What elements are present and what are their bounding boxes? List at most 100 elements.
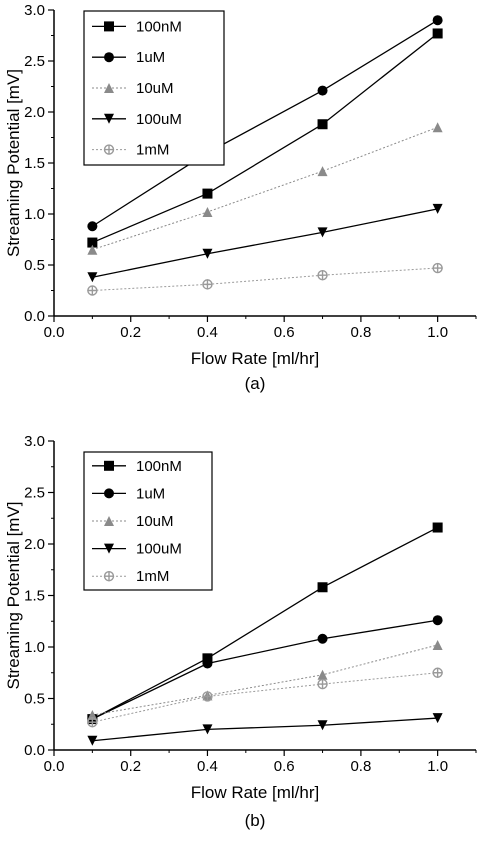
legend-marker: [103, 144, 115, 155]
legend-marker: [103, 571, 115, 582]
data-point: [87, 735, 98, 746]
data-point: [432, 122, 443, 133]
y-tick-label: 2.0: [24, 104, 45, 121]
x-tick-label: 1.0: [427, 324, 448, 341]
legend-marker: [104, 543, 114, 554]
x-axis-title: Flow Rate [ml/hr]: [191, 349, 319, 368]
data-point: [202, 206, 213, 217]
data-point: [317, 85, 328, 96]
legend-marker: [104, 460, 114, 471]
y-tick-label: 2.5: [24, 53, 45, 70]
data-point: [432, 639, 443, 650]
data-point: [202, 724, 213, 735]
legend-label: 1mM: [136, 568, 169, 585]
y-tick-label: 2.0: [24, 536, 45, 553]
y-tick-label: 0.5: [24, 691, 45, 708]
x-tick-label: 0.8: [350, 324, 371, 341]
y-tick-label: 1.5: [24, 588, 45, 605]
legend-label: 1uM: [136, 485, 165, 502]
x-tick-label: 0.8: [350, 758, 371, 775]
legend-label: 10uM: [136, 80, 174, 97]
series-line: [92, 526, 438, 720]
series-line: [92, 267, 438, 291]
data-point: [432, 262, 443, 274]
data-point: [317, 166, 328, 177]
series-line: [92, 644, 438, 716]
y-tick-label: 3.0: [24, 2, 45, 19]
legend-label: 10uM: [136, 513, 174, 530]
data-point: [202, 188, 213, 199]
data-point: [87, 237, 98, 248]
y-tick-label: 0.0: [24, 308, 45, 325]
legend-marker: [104, 488, 114, 499]
x-tick-label: 0.2: [120, 758, 141, 775]
data-point: [432, 615, 443, 626]
y-tick-label: 3.0: [24, 433, 45, 450]
data-point: [87, 285, 98, 296]
data-point: [87, 244, 98, 255]
legend-marker: [104, 52, 114, 63]
data-point: [317, 720, 328, 731]
legend-label: 100uM: [136, 111, 182, 128]
panel-caption: (a): [245, 374, 266, 393]
legend-marker: [104, 516, 114, 526]
y-tick-label: 1.5: [24, 155, 45, 172]
y-tick-label: 1.0: [24, 639, 45, 656]
y-tick-label: 1.0: [24, 206, 45, 223]
y-tick-label: 0.5: [24, 257, 45, 274]
data-point: [317, 678, 328, 690]
data-point: [317, 669, 328, 680]
legend-label: 1uM: [136, 49, 165, 66]
y-tick-label: 0.0: [24, 742, 45, 759]
data-point: [432, 15, 443, 26]
data-point: [87, 221, 98, 232]
data-point: [87, 272, 98, 283]
series-line: [92, 19, 438, 227]
data-point: [202, 691, 213, 702]
series-line: [92, 208, 438, 278]
legend-label: 1mM: [136, 142, 169, 159]
data-point: [202, 658, 213, 669]
data-point: [432, 203, 443, 214]
legend-marker: [104, 21, 114, 32]
x-tick-label: 1.0: [427, 758, 448, 775]
legend-label: 100uM: [136, 541, 182, 558]
y-tick-label: 2.5: [24, 485, 45, 502]
data-point: [317, 270, 328, 281]
data-point: [317, 119, 328, 130]
y-axis-title: Streaming Potential [mV]: [4, 69, 23, 257]
x-axis-title: Flow Rate [ml/hr]: [191, 783, 319, 802]
panel-caption: (b): [245, 811, 266, 830]
chart-panel-a: 0.0 0.2 0.4 0.6 0.8 1.0 0.0 0.5 1.0 1.5 2.0 2.5 3.0 F…: [4, 2, 477, 393]
data-point: [317, 582, 328, 593]
x-tick-label: 0.0: [44, 758, 65, 775]
legend-label: 100nM: [136, 18, 182, 35]
x-tick-label: 0.4: [197, 324, 218, 341]
chart-panel-b: 0.0 0.2 0.4 0.6 0.8 1.0 0.0 0.5 1.0 1.5 2.0 2.5 3.0 F…: [4, 433, 477, 830]
legend-marker: [104, 83, 114, 93]
data-point: [202, 279, 213, 290]
data-point: [432, 713, 443, 724]
data-point: [87, 716, 98, 728]
x-tick-label: 0.6: [274, 324, 295, 341]
series-line: [92, 717, 438, 742]
series-line: [92, 619, 438, 720]
x-tick-label: 0.6: [274, 758, 295, 775]
legend-label: 100nM: [136, 458, 182, 475]
series-line: [92, 672, 438, 723]
series-line: [92, 32, 439, 244]
data-point: [317, 633, 328, 644]
y-axis-title: Streaming Potential [mV]: [4, 501, 23, 689]
data-point: [432, 522, 443, 533]
data-point: [87, 709, 98, 720]
data-point: [317, 227, 328, 238]
data-point: [432, 667, 443, 678]
data-point: [202, 653, 213, 664]
x-tick-label: 0.0: [44, 324, 65, 341]
series-line: [92, 126, 438, 251]
legend-marker: [104, 113, 114, 124]
data-point: [202, 248, 213, 259]
data-point: [432, 28, 443, 39]
x-tick-label: 0.2: [120, 324, 141, 341]
